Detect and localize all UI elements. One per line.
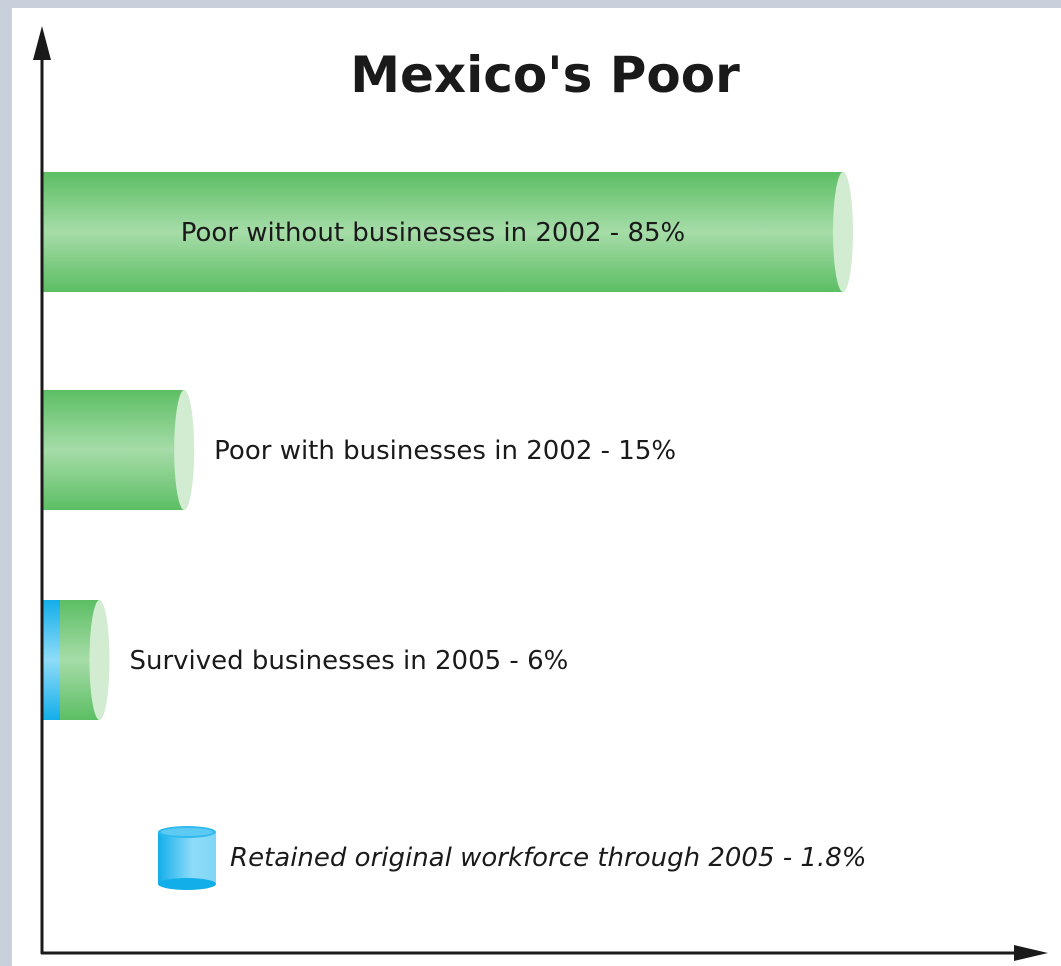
bar [43,172,843,292]
bar-label: Poor without businesses in 2002 - 85% [181,218,686,248]
legend: Retained original workforce through 2005… [158,826,866,890]
legend-label: Retained original workforce through 2005… [230,843,866,873]
legend-swatch-cylinder-icon [158,826,216,890]
bar-group: Survived businesses in 2005 - 6% [43,600,568,720]
bar-segment [43,600,60,720]
bar-group: Poor without businesses in 2002 - 85% [43,172,853,292]
bar-label: Poor with businesses in 2002 - 15% [214,436,676,466]
bar-group: Poor with businesses in 2002 - 15% [43,390,676,510]
chart-svg: Mexico's Poor Poor without businesses in… [33,26,1048,961]
bar-end-cap [833,172,853,292]
chart-title: Mexico's Poor [350,46,740,104]
bar-label: Survived businesses in 2005 - 6% [129,646,568,676]
bars-layer: Poor without businesses in 2002 - 85% Poo… [43,172,853,720]
chart-panel: Mexico's Poor Poor without businesses in… [12,8,1061,966]
x-axis-arrow [1014,945,1048,961]
bar-end-cap [174,390,195,510]
bar-end-cap [89,600,110,720]
bar [43,390,185,510]
y-axis-arrow [33,26,51,60]
